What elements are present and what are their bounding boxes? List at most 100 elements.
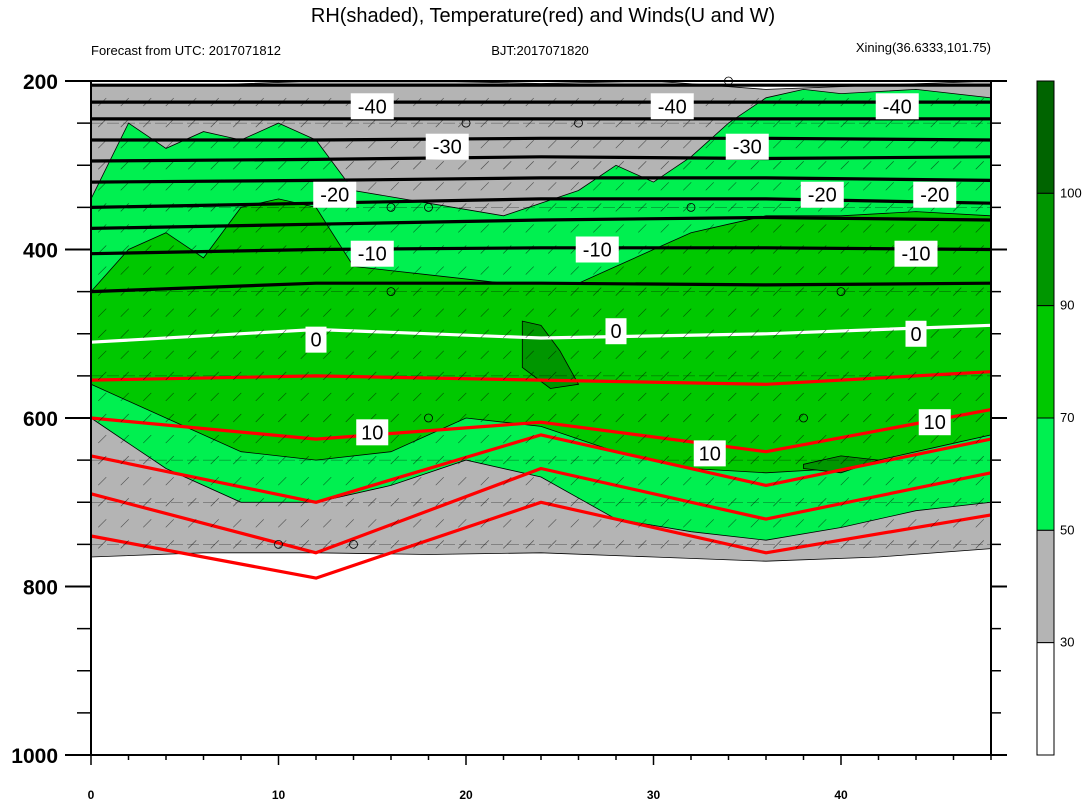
wind-barb — [210, 455, 219, 465]
wind-barb — [98, 224, 107, 233]
wind-barb — [435, 182, 444, 191]
wind-barb — [818, 371, 827, 381]
colorbar: 100 90 70 50 30 — [1036, 80, 1082, 756]
wind-barb — [818, 498, 827, 507]
wind-barb — [255, 203, 264, 212]
wind-barb — [503, 392, 512, 402]
wind-barb — [413, 519, 422, 528]
contour-label: -20 — [920, 185, 949, 207]
wind-barb — [233, 540, 242, 549]
wind-barb — [143, 224, 152, 233]
wind-barb — [840, 203, 849, 212]
wind-barb — [503, 161, 512, 170]
wind-barb — [188, 308, 197, 317]
wind-barb — [188, 97, 197, 107]
wind-barb — [795, 392, 804, 402]
wind-barb — [255, 329, 264, 338]
subtitle-left: Forecast from UTC: 2017071812 — [91, 43, 281, 58]
wind-barb — [345, 519, 354, 528]
wind-barb — [525, 455, 534, 465]
wind-barb — [480, 308, 489, 317]
wind-barb — [773, 350, 782, 360]
wind-barb — [120, 498, 129, 507]
wind-barb — [525, 245, 534, 254]
wind-barb — [368, 224, 377, 233]
wind-barb — [570, 266, 579, 275]
wind-barb — [863, 97, 872, 107]
wind-barb — [638, 118, 647, 128]
y-tick-label: 600 — [23, 408, 58, 431]
wind-barb — [98, 266, 107, 275]
wind-barb — [435, 203, 444, 212]
wind-barb — [750, 392, 759, 402]
wind-barb — [300, 266, 309, 275]
wind-barb — [300, 245, 309, 254]
wind-barb — [975, 455, 984, 465]
wind-barb — [210, 498, 219, 507]
wind-barb — [278, 350, 287, 360]
wind-barb — [750, 434, 759, 444]
wind-barb — [143, 203, 152, 212]
wind-barb — [165, 519, 174, 528]
temperature-contour--10-8 — [90, 246, 992, 256]
calm-wind-circle-2 — [386, 202, 396, 212]
wind-barb — [210, 371, 219, 381]
wind-barb — [930, 118, 939, 128]
wind-barb — [278, 329, 287, 338]
wind-barb — [413, 434, 422, 444]
wind-barb — [233, 266, 242, 275]
wind-barb — [975, 203, 984, 212]
wind-barb — [210, 203, 219, 212]
wind-barb — [840, 308, 849, 317]
wind-barb — [908, 476, 917, 486]
wind-barb — [165, 161, 174, 170]
wind-barb — [750, 161, 759, 170]
wind-barb — [98, 97, 107, 107]
wind-barb — [390, 182, 399, 191]
wind-barb — [705, 224, 714, 233]
wind-barb — [390, 540, 399, 549]
wind-barb — [750, 245, 759, 254]
wind-barb — [390, 308, 399, 317]
wind-barb — [525, 97, 534, 107]
wind-barb — [773, 392, 782, 402]
wind-barb — [278, 139, 287, 149]
wind-barb — [953, 245, 962, 254]
wind-barb — [975, 540, 984, 549]
wind-barb — [638, 287, 647, 296]
wind-barb — [233, 203, 242, 212]
wind-barb — [323, 245, 332, 254]
wind-barb — [593, 350, 602, 360]
contour-label: -20 — [808, 185, 837, 207]
wind-barb — [705, 392, 714, 402]
colorbar-label: 90 — [1060, 298, 1074, 313]
wind-barb — [255, 455, 264, 465]
wind-barb — [323, 118, 332, 128]
wind-barb — [638, 350, 647, 360]
wind-barb — [593, 161, 602, 170]
wind-barb — [773, 97, 782, 107]
wind-barb — [908, 498, 917, 507]
wind-barb — [278, 455, 287, 465]
x-tick-label: 40 — [834, 788, 848, 802]
wind-barb — [953, 287, 962, 296]
wind-barb — [885, 455, 894, 465]
wind-barb — [435, 434, 444, 444]
wind-barb — [660, 224, 669, 233]
wind-barb — [255, 97, 264, 107]
wind-barb — [863, 287, 872, 296]
wind-barb — [638, 498, 647, 507]
contour-label-box-16 — [918, 409, 951, 436]
wind-barb — [503, 371, 512, 381]
wind-barb — [368, 455, 377, 465]
wind-barb — [885, 350, 894, 360]
wind-barb — [930, 161, 939, 170]
wind-barb — [593, 392, 602, 402]
wind-barb — [638, 413, 647, 423]
wind-barb — [255, 413, 264, 423]
contour-label-box-12 — [605, 318, 627, 345]
wind-barb — [480, 476, 489, 486]
wind-barb — [143, 434, 152, 444]
wind-barb — [525, 182, 534, 191]
wind-barb — [390, 161, 399, 170]
